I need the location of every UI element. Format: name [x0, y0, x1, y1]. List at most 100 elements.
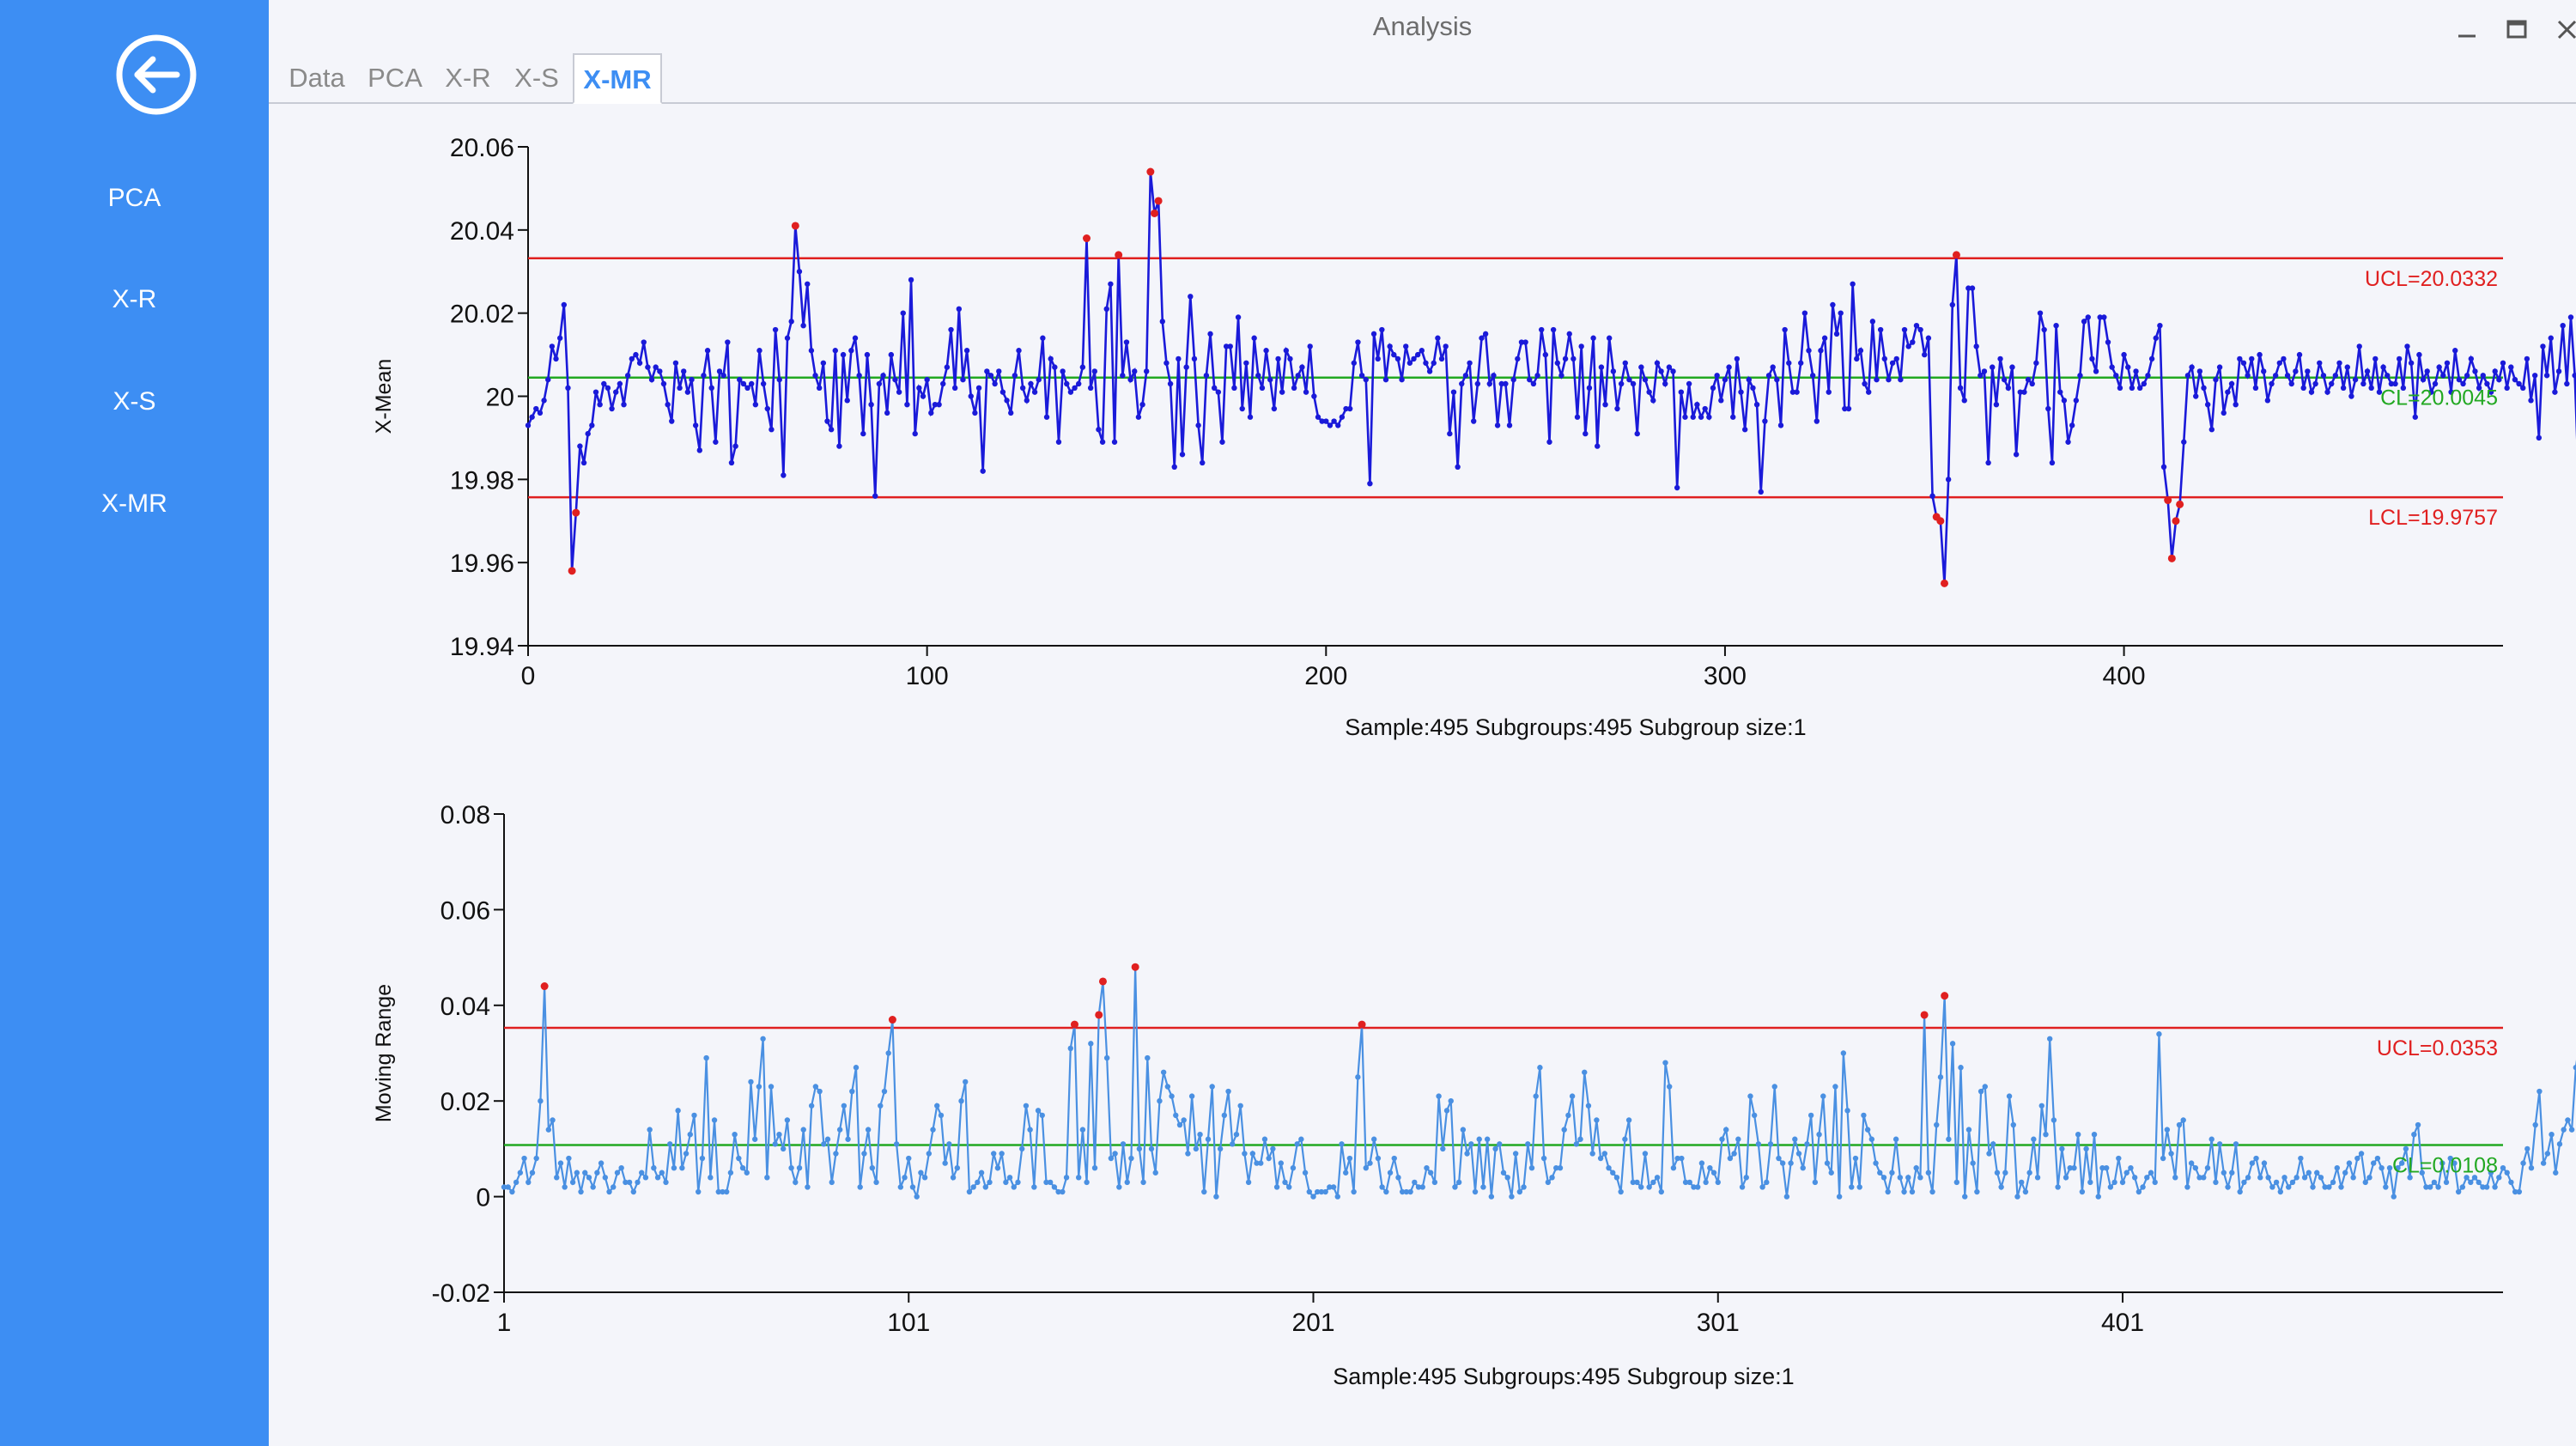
mr-data-point — [736, 1155, 742, 1162]
mr-data-point — [2455, 1188, 2462, 1195]
mr-data-point — [2002, 1170, 2008, 1176]
mr-data-point — [978, 1170, 985, 1176]
mr-data-point — [2371, 1160, 2377, 1166]
xmean-data-point — [2408, 360, 2415, 366]
xmean-data-point — [2336, 360, 2342, 366]
tab-x-r[interactable]: X-R — [445, 63, 491, 93]
xmean-data-point — [2492, 368, 2498, 374]
back-button[interactable] — [91, 31, 222, 118]
tab-x-s[interactable]: X-S — [514, 63, 559, 93]
xmean-data-point — [2136, 385, 2143, 392]
xmean-out-of-control-point — [2164, 496, 2172, 505]
xmean-data-point — [2444, 360, 2451, 366]
mr-data-point — [2059, 1145, 2065, 1152]
xmean-data-point — [633, 351, 639, 358]
mr-data-point — [2407, 1175, 2413, 1181]
xmean-data-point — [2416, 351, 2422, 358]
xmean-data-point — [1503, 380, 1509, 387]
xmean-data-point — [928, 410, 934, 416]
mr-data-point — [1557, 1164, 1564, 1171]
xmean-data-point — [1826, 389, 1832, 395]
mr-data-point — [663, 1179, 669, 1186]
sidebar-item-x-mr[interactable]: X-MR — [101, 489, 167, 518]
mr-data-point — [1569, 1093, 1576, 1099]
xmean-data-point — [1370, 331, 1377, 337]
mr-data-point — [1039, 1112, 1045, 1119]
close-button[interactable] — [2546, 9, 2576, 52]
xmean-data-point — [1055, 439, 1062, 445]
mr-data-point — [1330, 1184, 1337, 1190]
xmean-data-point — [2496, 376, 2502, 383]
mr-data-point — [2293, 1175, 2300, 1181]
xmean-data-point — [1467, 360, 1473, 366]
mr-data-point — [1662, 1060, 1668, 1066]
mr-data-point — [2447, 1155, 2453, 1162]
mr-data-point — [545, 1127, 552, 1133]
xmean-data-point — [1024, 398, 1030, 404]
mr-data-point — [630, 1188, 636, 1195]
mr-data-point — [2168, 1151, 2174, 1157]
xmean-data-point — [1598, 364, 1605, 370]
mr-data-point — [2213, 1179, 2219, 1186]
xmean-data-point — [1343, 405, 1349, 412]
xmean-data-point — [963, 348, 970, 354]
mr-data-point — [2508, 1179, 2514, 1186]
sidebar-item-x-s[interactable]: X-S — [112, 387, 156, 416]
xmean-data-point — [2436, 364, 2442, 370]
sidebar: PCA X-R X-S X-MR — [0, 0, 269, 1446]
mr-data-point — [2136, 1188, 2142, 1195]
xmean-data-point — [1255, 373, 1261, 379]
tab-x-mr[interactable]: X-MR — [573, 53, 662, 104]
maximize-button[interactable] — [2496, 9, 2539, 52]
sidebar-item-pca[interactable]: PCA — [107, 184, 161, 212]
mr-data-point — [921, 1175, 928, 1181]
sidebar-item-x-r[interactable]: X-R — [112, 285, 157, 313]
xmean-data-point — [2049, 459, 2056, 466]
mr-data-point — [2366, 1175, 2372, 1181]
mr-data-point — [1727, 1155, 1734, 1162]
xmean-data-point — [1753, 401, 1760, 408]
xmean-data-point — [1562, 355, 1569, 362]
xmean-data-point — [1869, 319, 1876, 325]
mr-data-point — [914, 1194, 920, 1200]
xmean-data-point — [1183, 364, 1189, 370]
mr-data-point — [1298, 1136, 1304, 1142]
mr-data-point — [1294, 1141, 1300, 1147]
mr-data-point — [1327, 1184, 1333, 1190]
tab-data[interactable]: Data — [289, 63, 345, 93]
xmean-data-point — [1450, 389, 1457, 395]
mr-series-line — [504, 967, 2576, 1200]
mr-data-point — [748, 1078, 754, 1085]
mr-data-point — [760, 1036, 766, 1042]
xmean-data-point — [2037, 310, 2044, 316]
xmean-data-point — [725, 339, 731, 345]
xmean-data-point — [704, 348, 711, 354]
mr-data-point — [2330, 1179, 2336, 1186]
mr-data-point — [2516, 1188, 2523, 1195]
xmean-data-point — [1188, 294, 1194, 300]
xmean-data-point — [1662, 380, 1668, 387]
mr-data-point — [784, 1117, 791, 1123]
mr-data-point — [1415, 1184, 1422, 1190]
xmean-data-point — [2555, 368, 2562, 374]
xmean-data-point — [968, 393, 974, 399]
mr-data-point — [708, 1175, 714, 1181]
xmean-data-point — [2420, 376, 2427, 383]
mr-data-point — [1492, 1145, 1498, 1152]
tab-pca[interactable]: PCA — [368, 63, 422, 93]
minimize-button[interactable] — [2446, 9, 2489, 52]
xmean-data-point — [852, 335, 859, 341]
xmean-data-point — [892, 376, 898, 383]
mr-data-point — [2350, 1175, 2356, 1181]
xmean-data-point — [1087, 385, 1094, 392]
mr-data-point — [1779, 1160, 1786, 1166]
mr-data-point — [1019, 1145, 1025, 1152]
xmean-data-point — [2181, 439, 2187, 445]
xmean-data-point — [677, 385, 683, 392]
xmean-data-point — [1486, 380, 1493, 387]
mr-data-point — [2245, 1175, 2251, 1181]
xmean-data-point — [1993, 401, 2000, 408]
xmean-data-point — [2324, 389, 2330, 395]
mr-data-point — [2180, 1117, 2186, 1123]
xmean-data-point — [2312, 380, 2318, 387]
